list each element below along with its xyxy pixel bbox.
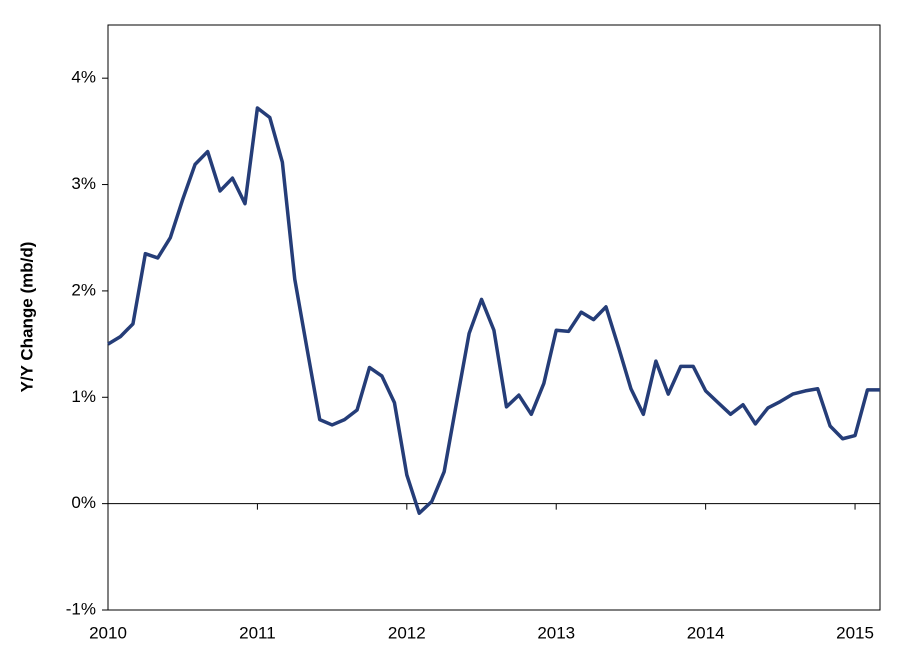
x-tick-label: 2012 — [388, 623, 426, 642]
y-tick-label: 0% — [71, 493, 96, 512]
x-tick-label: 2013 — [537, 623, 575, 642]
y-tick-label: 4% — [71, 68, 96, 87]
plot-frame — [107, 24, 881, 611]
x-tick-label: 2010 — [89, 623, 127, 642]
x-tick-label: 2011 — [239, 623, 276, 642]
x-tick-label: 2015 — [836, 623, 874, 642]
y-tick-label: 3% — [71, 174, 96, 193]
y-tick-label: 2% — [71, 280, 96, 299]
x-tick-label: 2014 — [687, 623, 725, 642]
y-tick-label: 1% — [71, 387, 96, 406]
y-axis-title: Y/Y Change (mb/d) — [17, 242, 36, 393]
data-line — [107, 106, 880, 515]
y-tick-label: -1% — [66, 599, 96, 618]
